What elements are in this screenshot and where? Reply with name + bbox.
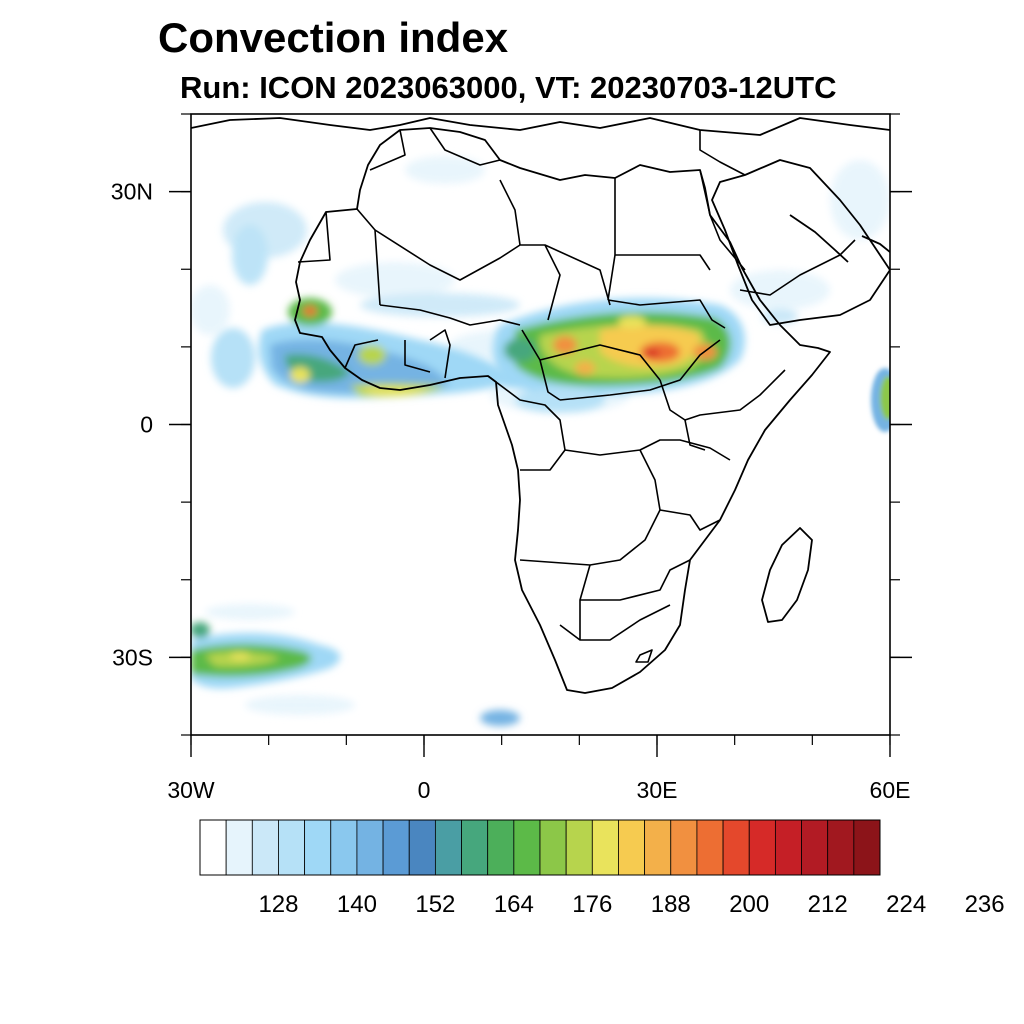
x-tick-label: 60E — [870, 777, 911, 803]
colorbar-swatch — [461, 819, 489, 876]
colorbar-swatch — [434, 819, 462, 876]
colorbar-tick-label: 140 — [337, 891, 377, 918]
colorbar-swatch — [801, 819, 829, 876]
colorbar-tick-label: 236 — [965, 891, 1005, 918]
colorbar-swatch — [696, 819, 724, 876]
colorbar-swatch — [408, 819, 436, 876]
colorbar-swatch — [278, 819, 306, 876]
arabian-sea-edge — [871, 368, 890, 432]
colorbar-swatch — [251, 819, 279, 876]
colorbar-swatch — [774, 819, 802, 876]
colorbar-swatch — [539, 819, 567, 876]
colorbar-labels: 128 140 152 164 176 188 200 212 224 236 — [258, 891, 1004, 918]
colorbar-tick-label: 212 — [808, 891, 848, 918]
axis-tick-labels: 30W 0 30E 60E 30N 0 30S — [111, 179, 911, 803]
chart-subtitle: Run: ICON 2023063000, VT: 20230703-12UTC — [180, 70, 837, 105]
colorbar-tick-label: 224 — [886, 891, 926, 918]
x-tick-label: 30W — [167, 777, 215, 803]
colorbar-tick-label: 164 — [494, 891, 534, 918]
africa-coastline — [294, 127, 831, 694]
caspian-and-gulf — [789, 214, 890, 263]
country-borders — [297, 127, 856, 663]
colorbar-swatch — [304, 819, 332, 876]
colorbar-swatch — [827, 819, 855, 876]
arabia-coastline — [711, 159, 890, 326]
map-background — [191, 114, 890, 735]
colorbar-swatch — [748, 819, 776, 876]
colorbar-swatch — [487, 819, 515, 876]
colorbar-swatch — [565, 819, 593, 876]
europe-coastline — [191, 117, 890, 136]
y-tick-label: 30S — [112, 644, 153, 670]
colorbar-swatch — [513, 819, 541, 876]
colorbar-swatch — [618, 819, 646, 876]
colorbar-swatch — [722, 819, 750, 876]
x-tick-label: 0 — [418, 777, 431, 803]
colorbar-swatch — [356, 819, 384, 876]
colorbar-swatch — [853, 819, 881, 876]
y-tick-label: 0 — [140, 412, 153, 438]
colorbar — [199, 819, 881, 876]
geography — [191, 117, 890, 694]
colorbar-swatch — [199, 819, 227, 876]
colorbar-tick-label: 176 — [572, 891, 612, 918]
south-atlantic-band — [191, 622, 520, 726]
colorbar-swatch — [644, 819, 672, 876]
chart-title: Convection index — [158, 14, 509, 61]
madagascar-coastline — [761, 527, 813, 623]
colorbar-tick-label: 128 — [258, 891, 298, 918]
colorbar-swatch — [670, 819, 698, 876]
colorbar-tick-label: 200 — [729, 891, 769, 918]
colorbar-swatch — [382, 819, 410, 876]
axis-ticks — [169, 113, 912, 757]
colorbar-swatch — [591, 819, 619, 876]
x-tick-label: 30E — [637, 777, 678, 803]
colorbar-outline — [199, 819, 881, 876]
colorbar-swatch — [225, 819, 253, 876]
colorbar-tick-label: 152 — [415, 891, 455, 918]
colorbar-swatch — [330, 819, 358, 876]
colorbar-tick-label: 188 — [651, 891, 691, 918]
y-tick-label: 30N — [111, 179, 153, 205]
central-east-sahel-band — [493, 297, 798, 412]
